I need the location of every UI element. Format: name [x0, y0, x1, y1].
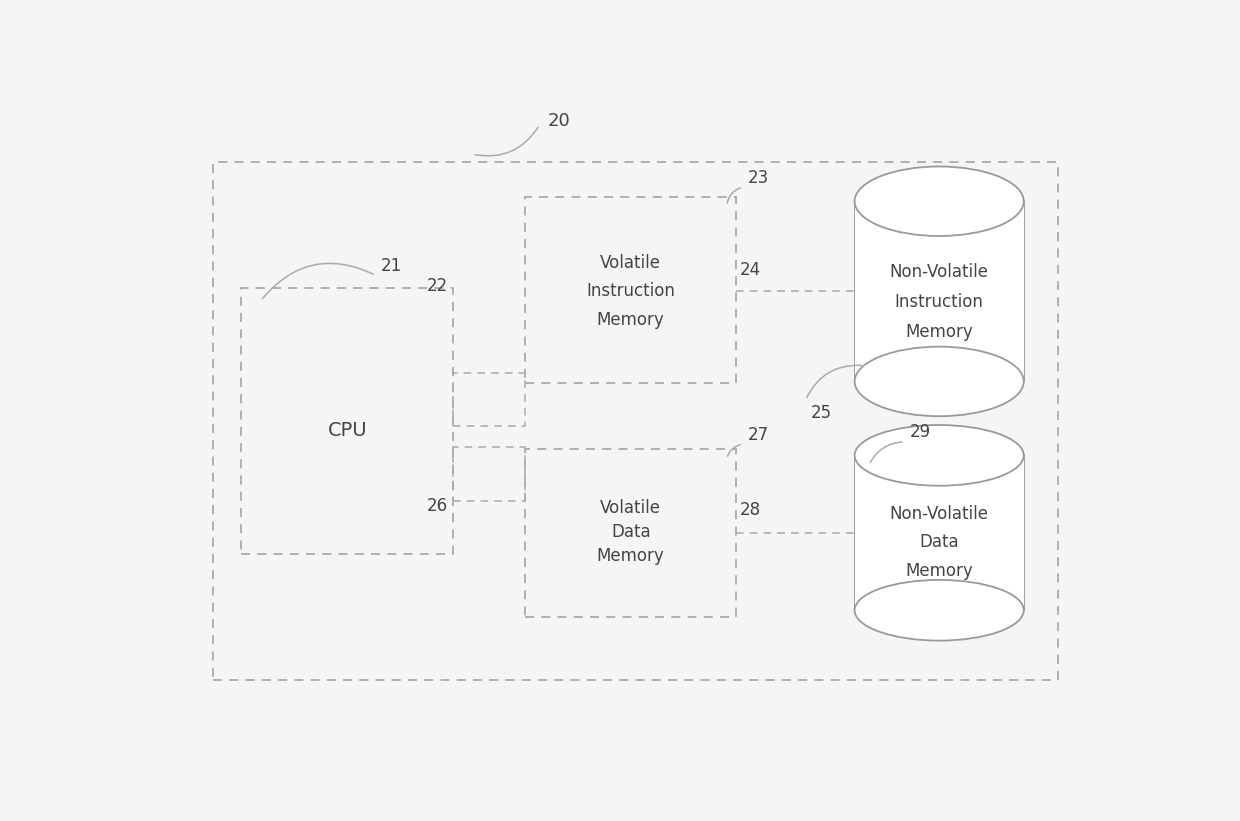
- Text: Data: Data: [919, 534, 959, 552]
- Bar: [242, 288, 453, 553]
- Text: Memory: Memory: [596, 547, 665, 565]
- Text: 28: 28: [739, 501, 760, 519]
- Bar: [854, 201, 1024, 382]
- Text: Data: Data: [611, 522, 651, 540]
- Text: 23: 23: [748, 168, 769, 186]
- Text: CPU: CPU: [327, 421, 367, 440]
- Ellipse shape: [854, 167, 1024, 236]
- Text: Memory: Memory: [596, 311, 665, 328]
- Text: Volatile: Volatile: [600, 498, 661, 516]
- Text: Instruction: Instruction: [587, 282, 675, 300]
- Text: 25: 25: [811, 404, 832, 422]
- Ellipse shape: [854, 580, 1024, 640]
- Text: Volatile: Volatile: [600, 254, 661, 272]
- Text: 26: 26: [427, 497, 448, 515]
- Text: 20: 20: [547, 112, 570, 130]
- Text: 29: 29: [909, 424, 930, 442]
- Text: 24: 24: [739, 261, 760, 278]
- Bar: [525, 449, 737, 617]
- Bar: [453, 373, 525, 426]
- Bar: [854, 456, 1024, 610]
- Text: Non-Volatile: Non-Volatile: [889, 263, 988, 281]
- Text: Memory: Memory: [905, 323, 973, 342]
- Text: Instruction: Instruction: [895, 293, 983, 311]
- Bar: [525, 196, 737, 383]
- Text: 22: 22: [427, 277, 448, 295]
- Text: Non-Volatile: Non-Volatile: [889, 505, 988, 523]
- Ellipse shape: [854, 425, 1024, 486]
- Text: 27: 27: [748, 426, 769, 444]
- Text: Memory: Memory: [905, 562, 973, 580]
- Bar: [213, 162, 1058, 680]
- Ellipse shape: [854, 346, 1024, 416]
- Text: 21: 21: [381, 257, 402, 275]
- Bar: [453, 447, 525, 501]
